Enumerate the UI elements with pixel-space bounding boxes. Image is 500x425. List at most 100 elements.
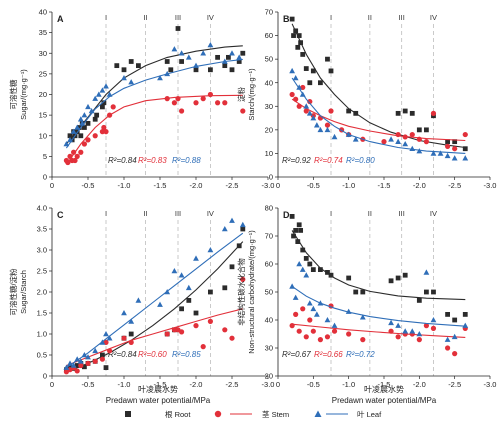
data-point-root xyxy=(293,228,299,233)
data-point-leaf xyxy=(77,358,84,364)
data-point-stem xyxy=(388,328,394,334)
data-point-stem xyxy=(99,129,105,135)
data-point-root xyxy=(328,272,334,278)
x-tick-label: -2.0 xyxy=(190,181,203,190)
data-point-leaf xyxy=(430,317,437,323)
data-point-leaf xyxy=(229,50,235,56)
x-axis-label-cn-right: 叶凌晨水势 xyxy=(364,384,404,394)
data-point-root xyxy=(186,298,192,303)
data-point-root xyxy=(179,306,184,312)
data-point-root xyxy=(416,127,422,133)
stage-label-4: IV xyxy=(430,13,437,22)
x-tick-label: -0.5 xyxy=(307,380,320,389)
data-point-root xyxy=(208,289,213,295)
data-point-stem xyxy=(296,328,302,334)
data-point-root xyxy=(293,28,299,34)
panel-label: B xyxy=(283,14,290,24)
y-tick-label: 80 xyxy=(265,204,273,213)
legend-item-stem: 茎 Stem xyxy=(214,409,289,419)
legend-marker-stem xyxy=(214,410,222,418)
y-axis-label-cn: 非结构性碳水化合物 xyxy=(236,258,246,326)
x-tick-label: -3.0 xyxy=(262,380,275,389)
stage-label-3: III xyxy=(175,209,181,218)
data-point-root xyxy=(67,133,73,139)
data-point-stem xyxy=(215,100,221,106)
data-point-leaf xyxy=(388,319,394,326)
fit-curve-root xyxy=(65,45,243,145)
data-point-root xyxy=(307,261,313,267)
data-point-stem xyxy=(78,362,84,369)
data-point-root xyxy=(121,67,127,73)
y-tick-label: 5 xyxy=(43,152,47,161)
data-point-root xyxy=(240,226,246,232)
data-point-root xyxy=(445,312,450,317)
data-point-stem xyxy=(300,306,306,312)
data-point-stem xyxy=(107,348,113,354)
data-point-root xyxy=(395,275,401,281)
data-point-root xyxy=(222,63,228,69)
x-axis-label-cn-left: 叶凌晨水势 xyxy=(138,384,178,394)
y-axis-label-en: Non-structural carbohydrate/(mg·g⁻¹) xyxy=(247,230,256,354)
data-point-leaf xyxy=(74,356,81,362)
y-tick-label: 20 xyxy=(265,125,273,134)
data-point-stem xyxy=(346,331,352,337)
data-point-leaf xyxy=(92,347,99,354)
stage-label-2: II xyxy=(368,13,372,22)
data-point-leaf xyxy=(178,50,185,56)
y-tick-label: 10 xyxy=(39,131,47,140)
data-point-stem xyxy=(78,149,84,155)
data-point-leaf xyxy=(81,112,88,118)
data-point-root xyxy=(168,67,174,73)
stage-label-4: IV xyxy=(430,209,437,218)
data-point-leaf xyxy=(292,294,299,300)
data-point-leaf xyxy=(437,150,444,156)
data-point-stem xyxy=(293,311,299,317)
data-point-leaf xyxy=(299,91,306,97)
data-point-root xyxy=(424,127,429,133)
stage-label-3: III xyxy=(399,209,405,218)
data-point-leaf xyxy=(331,133,338,140)
data-point-stem xyxy=(179,108,185,114)
data-point-stem xyxy=(296,103,302,109)
fit-curve-stem xyxy=(65,94,243,165)
y-tick-label: 15 xyxy=(39,111,47,120)
data-point-root xyxy=(298,228,304,233)
data-point-root xyxy=(193,310,199,316)
data-point-root xyxy=(296,33,302,38)
y-tick-label: 60 xyxy=(265,260,273,269)
data-point-stem xyxy=(445,345,451,351)
series-root xyxy=(65,26,246,145)
x-tick-label: 0 xyxy=(276,181,280,190)
data-point-leaf xyxy=(306,300,313,306)
data-point-root xyxy=(325,270,330,275)
data-point-leaf xyxy=(409,328,416,334)
data-point-root xyxy=(193,67,199,73)
data-point-leaf xyxy=(67,360,73,366)
data-point-stem xyxy=(74,153,80,159)
legend-item-leaf: 叶 Leaf xyxy=(314,410,382,419)
data-point-leaf xyxy=(313,311,320,317)
data-point-root xyxy=(402,272,408,278)
data-point-stem xyxy=(103,129,109,135)
data-point-stem xyxy=(128,339,134,345)
data-point-leaf xyxy=(121,310,127,316)
data-point-root xyxy=(300,52,306,57)
data-point-leaf xyxy=(395,138,402,144)
series-root xyxy=(289,16,468,152)
legend-marker-leaf xyxy=(314,410,322,417)
x-tick-label: -3.0 xyxy=(262,181,275,190)
series-stem xyxy=(289,84,468,152)
data-point-leaf xyxy=(178,272,185,278)
series-leaf xyxy=(289,67,469,161)
data-point-stem xyxy=(423,139,429,145)
y-axis-label-cn: 淀粉 xyxy=(236,87,246,102)
data-point-root xyxy=(452,317,458,323)
data-point-leaf xyxy=(236,54,243,60)
fit-curve-root xyxy=(291,230,466,301)
data-point-leaf xyxy=(164,289,171,295)
data-point-leaf xyxy=(63,364,70,370)
data-point-root xyxy=(229,67,235,73)
data-point-root xyxy=(236,243,242,249)
data-point-root xyxy=(101,100,107,106)
